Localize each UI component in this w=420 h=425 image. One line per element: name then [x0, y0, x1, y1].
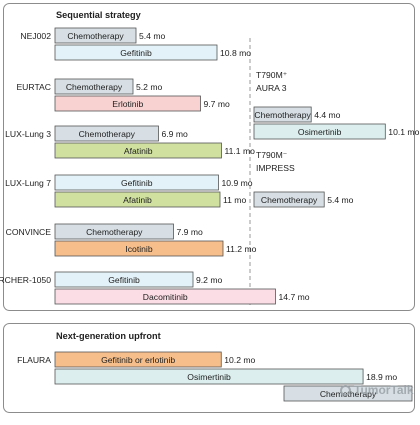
- trial-label-archer-1050: ARCHER-1050: [0, 275, 51, 285]
- data-label: 11 mo: [223, 195, 246, 205]
- data-label: 9.7 mo: [204, 99, 230, 109]
- trial-label-nej002: NEJ002: [20, 31, 51, 41]
- bar-lux-lung-7-gefitinib: [54, 174, 219, 191]
- data-label: 5.2 mo: [136, 82, 162, 92]
- data-label: 4.4 mo: [314, 110, 340, 120]
- sequential-title: Sequential strategy: [56, 10, 142, 20]
- bar-t790m-aura-3-chemotherapy: [253, 106, 312, 123]
- bar-label: Gefitinib: [108, 275, 140, 285]
- data-label: 5.4 mo: [139, 31, 165, 41]
- bar-label: Gefitinib or erlotinib: [101, 355, 175, 365]
- data-label: 7.9 mo: [177, 227, 203, 237]
- bar-nej002-gefitinib: [54, 44, 218, 61]
- bar-label: Erlotinib: [112, 99, 143, 109]
- bar-flaura-gefitinib-or-erlotinib: [54, 351, 222, 368]
- bar-label: Chemotherapy: [86, 227, 143, 237]
- bar-label: Chemotherapy: [254, 110, 311, 120]
- side-group-label: T790M⁻: [256, 150, 288, 160]
- bar-label: Chemotherapy: [66, 82, 123, 92]
- bar-label: Afatinib: [124, 146, 153, 156]
- data-label: 10.2 mo: [224, 355, 255, 365]
- bar-nej002-chemotherapy: [54, 27, 137, 44]
- bar-label: Icotinib: [125, 244, 152, 254]
- trial-label-convince: CONVINCE: [6, 227, 52, 237]
- bar-label: Osimertinib: [298, 127, 342, 137]
- bar-label: Afatinib: [123, 195, 152, 205]
- bar-label: Dacomitinib: [143, 292, 188, 302]
- bar-lux-lung-7-afatinib: [54, 191, 221, 208]
- bar-label: Osimertinib: [187, 372, 231, 382]
- side-group-label: AURA 3: [256, 83, 287, 93]
- data-label: 5.4 mo: [327, 195, 353, 205]
- trial-label-lux-lung-7: LUX-Lung 7: [5, 178, 51, 188]
- watermark-logo-icon: [340, 385, 351, 396]
- trial-label-eurtac: EURTAC: [16, 82, 51, 92]
- data-label: 10.9 mo: [222, 178, 253, 188]
- data-label: 10.1 mo: [388, 127, 419, 137]
- bar-label: Chemotherapy: [67, 31, 124, 41]
- data-label: 14.7 mo: [279, 292, 310, 302]
- side-group-label: T790M⁺: [256, 70, 288, 80]
- bar-label: Chemotherapy: [79, 129, 136, 139]
- bar-label: Gefitinib: [121, 178, 153, 188]
- bar-lux-lung-3-chemotherapy: [54, 125, 159, 142]
- data-label: 18.9 mo: [366, 372, 397, 382]
- bar-archer-1050-gefitinib: [54, 271, 194, 288]
- watermark: TumorTalk: [340, 383, 414, 397]
- upfront-panel-border: [3, 323, 415, 413]
- trial-label-flaura: FLAURA: [17, 355, 51, 365]
- bar-convince-chemotherapy: [54, 223, 174, 240]
- watermark-text: TumorTalk: [354, 383, 414, 397]
- bar-flaura-osimertinib: [54, 368, 364, 385]
- bar-t790m-aura-3-osimertinib: [253, 123, 386, 140]
- sequential-panel-border: [3, 3, 415, 311]
- bar-eurtac-chemotherapy: [54, 78, 134, 95]
- data-label: 10.8 mo: [220, 48, 251, 58]
- bar-archer-1050-dacomitinib: [54, 288, 276, 305]
- bar-t790m-impress-chemotherapy: [253, 191, 325, 208]
- bar-eurtac-erlotinib: [54, 95, 201, 112]
- trial-label-lux-lung-3: LUX-Lung 3: [5, 129, 51, 139]
- side-group-label: IMPRESS: [256, 163, 295, 173]
- bar-label: Gefitinib: [120, 48, 152, 58]
- bar-label: Chemotherapy: [261, 195, 318, 205]
- upfront-title: Next-generation upfront: [56, 331, 161, 341]
- data-label: 11.2 mo: [226, 244, 257, 254]
- data-label: 11.1 mo: [225, 146, 256, 156]
- bar-convince-icotinib: [54, 240, 224, 257]
- bar-lux-lung-3-afatinib: [54, 142, 222, 159]
- data-label: 6.9 mo: [162, 129, 188, 139]
- data-label: 9.2 mo: [196, 275, 222, 285]
